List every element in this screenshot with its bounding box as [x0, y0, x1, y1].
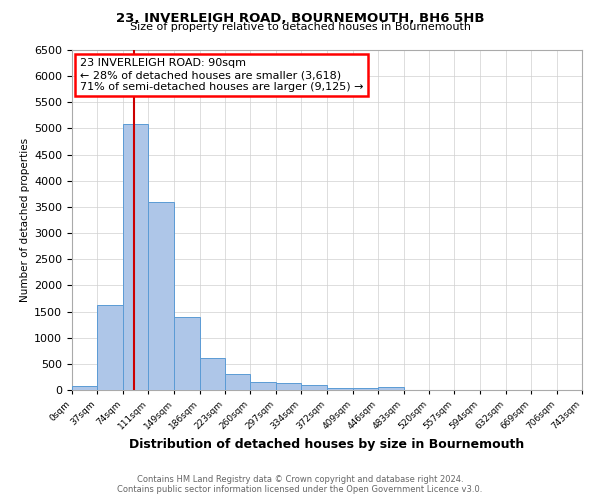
Bar: [148, 202, 174, 390]
Bar: [123, 124, 148, 390]
Bar: [72, 386, 97, 390]
Bar: [250, 382, 276, 390]
Bar: [276, 383, 301, 390]
Y-axis label: Number of detached properties: Number of detached properties: [20, 138, 30, 302]
Bar: [301, 385, 328, 390]
Bar: [378, 387, 404, 390]
Bar: [97, 304, 123, 390]
Bar: [225, 374, 250, 390]
Text: 23, INVERLEIGH ROAD, BOURNEMOUTH, BH6 5HB: 23, INVERLEIGH ROAD, BOURNEMOUTH, BH6 5H…: [116, 12, 484, 26]
Bar: [200, 358, 225, 390]
X-axis label: Distribution of detached houses by size in Bournemouth: Distribution of detached houses by size …: [130, 438, 524, 451]
Bar: [328, 388, 353, 390]
Bar: [353, 388, 378, 390]
Text: Contains HM Land Registry data © Crown copyright and database right 2024.
Contai: Contains HM Land Registry data © Crown c…: [118, 474, 482, 494]
Bar: [174, 317, 200, 390]
Text: Size of property relative to detached houses in Bournemouth: Size of property relative to detached ho…: [130, 22, 470, 32]
Text: 23 INVERLEIGH ROAD: 90sqm
← 28% of detached houses are smaller (3,618)
71% of se: 23 INVERLEIGH ROAD: 90sqm ← 28% of detac…: [80, 58, 363, 92]
